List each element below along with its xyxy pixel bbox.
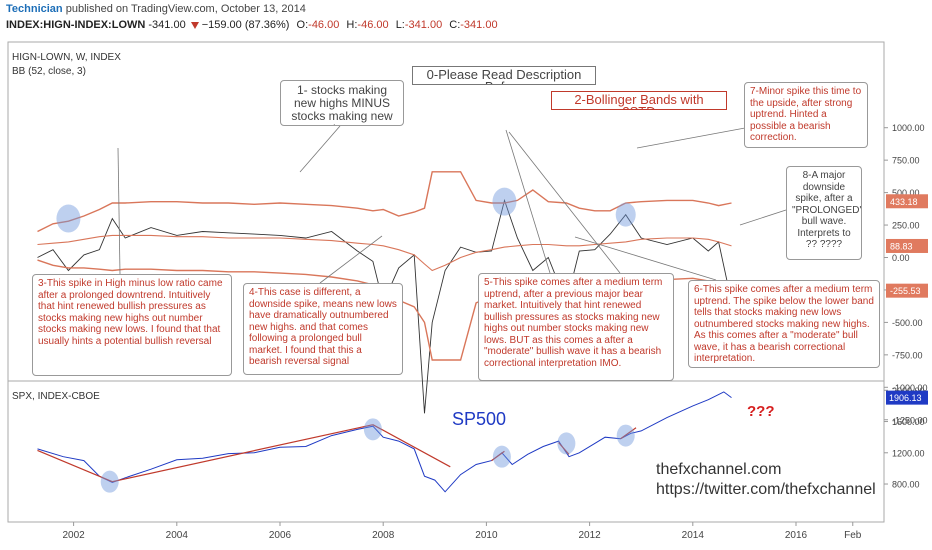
y-tick-label: 1200.00 [892,448,925,458]
close-label: C: [449,19,461,31]
x-tick-label: 2012 [578,530,601,541]
author-link[interactable]: Technician [6,3,63,15]
open-label: O: [296,19,309,31]
trend-line [620,427,637,440]
question-marks: ??? [747,403,775,420]
annotation-4: 4-This case is different, a downside spi… [243,283,403,375]
annotation-7: 7-Minor spike this time to the upside, a… [744,82,868,148]
y-tick-label: 800.00 [892,480,920,490]
y-tick-label: 0.00 [892,253,910,263]
hl-line [37,198,732,414]
x-tick-label: Feb [844,530,862,541]
price-badge-label: 433.18 [890,197,918,207]
x-tick-label: 2016 [785,530,808,541]
bb-upper-line [37,171,732,233]
highlight-ellipse [56,204,81,233]
pointer-line [117,147,121,275]
sp500-label: SP500 [452,409,507,429]
bb-basis-line [37,234,732,272]
last-price: -341.00 [148,19,186,31]
y-tick-label: -500.00 [892,318,923,328]
price-badge-label: 88.83 [890,241,913,251]
annotation-5: 5-This spike comes after a medium term u… [478,273,674,381]
pointer-line [508,131,621,274]
annotation-6: 6-This spike comes after a medium term u… [688,280,880,368]
y-tick-label: 1000.00 [892,123,925,133]
low-label: L: [395,19,405,31]
highlight-ellipse [557,432,576,455]
pointer-line [299,125,341,173]
x-tick-label: 2006 [269,530,292,541]
watermark-twitter: https://twitter.com/thefxchannel [656,481,876,498]
chart-header: Technician published on TradingView.com,… [0,0,932,36]
pointer-line [739,209,787,226]
price-badge [886,238,928,253]
x-tick-label: 2002 [62,530,85,541]
highlight-ellipse [363,418,382,441]
price-change: −159.00 (87.36%) [201,19,290,31]
price-badge [886,194,928,209]
publish-line: Technician published on TradingView.com,… [6,3,306,15]
y-tick-label: 500.00 [892,188,920,198]
publish-text: published on TradingView.com, October 13… [65,3,306,15]
pointer-line [574,236,717,281]
high-value: -46.00 [357,19,389,31]
trend-line [558,442,570,455]
bottom-pane-title: SPX, INDEX-CBOE [12,391,100,402]
spx-badge-label: 1906.13 [889,393,922,403]
highlight-ellipse [100,470,119,493]
low-value: -341.00 [404,19,443,31]
annotation-8: 8-A major downside spike, after a "PROLO… [786,166,862,260]
pointer-line [505,129,551,274]
price-badge [886,283,928,298]
trend-line [372,424,451,468]
y-tick-label: 750.00 [892,156,920,166]
close-value: -341.00 [460,19,498,31]
highlight-ellipse [615,202,636,227]
open-value: -46.00 [308,19,340,31]
y-tick-label: -750.00 [892,350,923,360]
annotation-0: 0-Please Read Description Before [412,66,596,85]
trend-line [491,450,505,462]
pointer-line [636,127,746,149]
highlight-ellipse [616,424,635,447]
y-tick-label: 250.00 [892,221,920,231]
indicator-label: BB (52, close, 3) [12,66,86,77]
x-tick-label: 2014 [682,530,705,541]
price-badge-label: -255.53 [890,286,921,296]
x-tick-label: 2010 [475,530,498,541]
x-tick-label: 2004 [166,530,189,541]
y-tick-label: -1000.00 [892,383,928,393]
highlight-ellipse [492,187,517,216]
watermark-site: thefxchannel.com [656,461,782,478]
spx-badge [886,390,928,405]
annotation-2: 2-Bollinger Bands with 3STD [551,91,727,110]
annotation-1: 1- stocks making new highs MINUS stocks … [280,80,404,126]
top-pane-title: HIGN-LOWN, W, INDEX [12,52,121,63]
annotation-3: 3-This spike in High minus low ratio cam… [32,274,232,376]
y-tick-label: 1600.00 [892,417,925,427]
highlight-ellipse [492,445,511,468]
symbol[interactable]: INDEX:HIGN-INDEX:LOWN [6,19,146,31]
trend-line [37,449,113,483]
down-arrow-icon [190,21,199,29]
pointer-line [319,235,383,284]
x-tick-label: 2008 [372,530,395,541]
quote-line: INDEX:HIGN-INDEX:LOWN -341.00 −159.00 (87… [6,19,498,31]
y-tick-label: -1250.00 [892,415,928,425]
high-label: H: [346,19,358,31]
trend-line [112,424,374,483]
